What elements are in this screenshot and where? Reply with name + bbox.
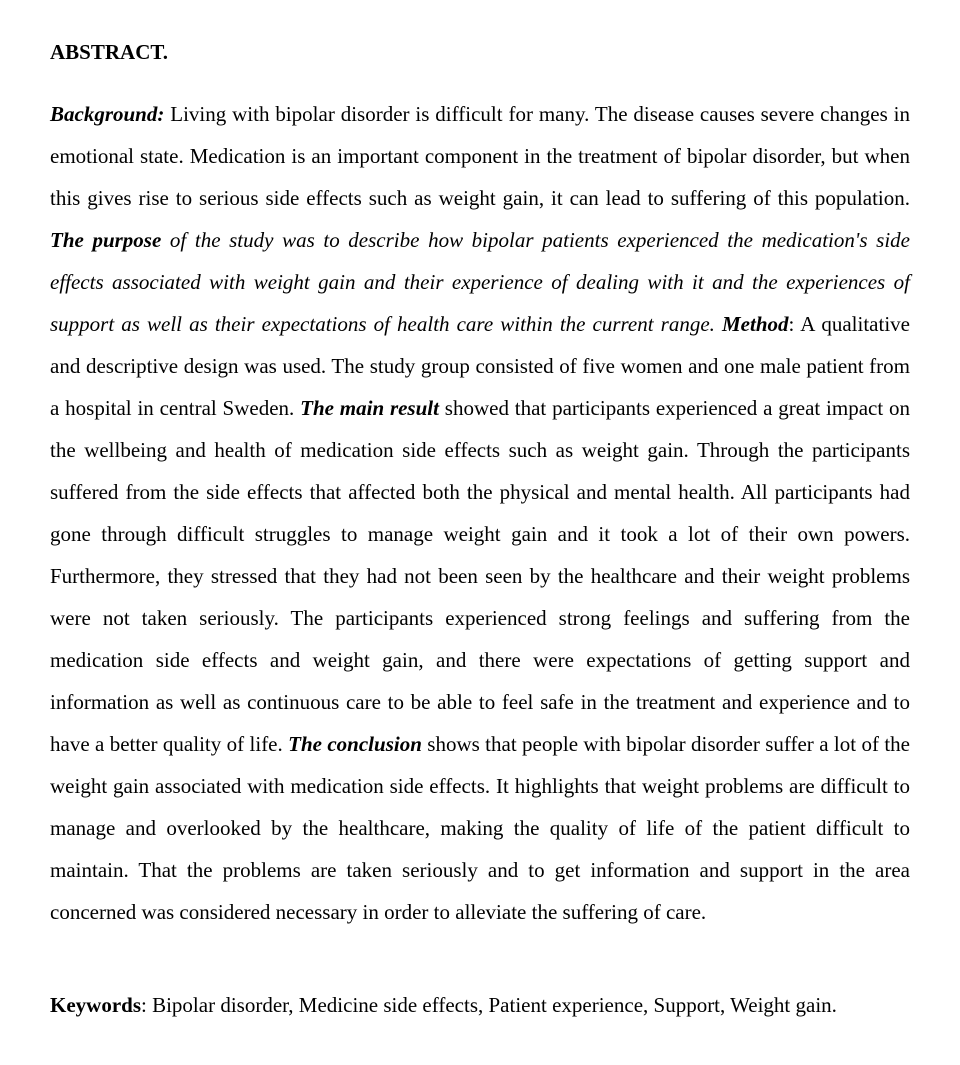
label-background: Background: — [50, 102, 164, 126]
text-main-result: showed that participants experienced a g… — [50, 396, 910, 756]
label-conclusion: The conclusion — [288, 732, 422, 756]
label-main-result: The main result — [300, 396, 439, 420]
abstract-body: Background: Living with bipolar disorder… — [50, 93, 910, 933]
keywords-text: : Bipolar disorder, Medicine side effect… — [141, 993, 837, 1017]
label-method: Method — [722, 312, 789, 336]
text-conclusion: shows that people with bipolar disorder … — [50, 732, 910, 924]
keywords-line: Keywords: Bipolar disorder, Medicine sid… — [50, 993, 910, 1018]
label-keywords: Keywords — [50, 993, 141, 1017]
label-purpose: The purpose — [50, 228, 161, 252]
abstract-heading: ABSTRACT. — [50, 40, 910, 65]
text-background: Living with bipolar disorder is difficul… — [50, 102, 910, 210]
